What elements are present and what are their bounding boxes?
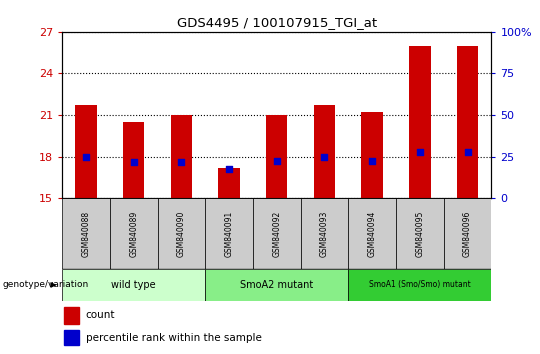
Point [177, 159, 186, 165]
Bar [301, 198, 348, 269]
Text: count: count [86, 310, 115, 320]
Bar [253, 198, 301, 269]
Bar [110, 198, 158, 269]
Bar [62, 269, 205, 301]
Point [463, 150, 472, 155]
Bar [205, 198, 253, 269]
Bar [457, 46, 478, 198]
Bar [266, 115, 287, 198]
Bar [75, 105, 97, 198]
Text: GSM840096: GSM840096 [463, 210, 472, 257]
Bar [314, 105, 335, 198]
Bar [348, 269, 491, 301]
Bar [123, 122, 144, 198]
Point [130, 159, 138, 165]
Bar [409, 46, 430, 198]
Bar [348, 198, 396, 269]
Bar [361, 112, 383, 198]
Text: SmoA2 mutant: SmoA2 mutant [240, 280, 313, 290]
Text: percentile rank within the sample: percentile rank within the sample [86, 332, 261, 343]
Point [225, 166, 233, 172]
Text: GSM840094: GSM840094 [368, 210, 377, 257]
Text: SmoA1 (Smo/Smo) mutant: SmoA1 (Smo/Smo) mutant [369, 280, 471, 290]
Text: GSM840093: GSM840093 [320, 210, 329, 257]
Bar [64, 330, 79, 345]
Text: wild type: wild type [111, 280, 156, 290]
Text: GSM840090: GSM840090 [177, 210, 186, 257]
Text: GSM840095: GSM840095 [415, 210, 424, 257]
Point [416, 150, 424, 155]
Bar [396, 198, 444, 269]
Point [320, 154, 329, 159]
Point [273, 158, 281, 164]
Bar [64, 307, 79, 324]
Text: GSM840091: GSM840091 [225, 211, 234, 257]
Text: genotype/variation: genotype/variation [3, 280, 89, 290]
Bar [444, 198, 491, 269]
Text: GSM840088: GSM840088 [82, 211, 91, 257]
Text: GSM840092: GSM840092 [272, 211, 281, 257]
Bar [218, 168, 240, 198]
Bar [171, 115, 192, 198]
Bar [62, 198, 110, 269]
Point [368, 158, 376, 164]
Title: GDS4495 / 100107915_TGI_at: GDS4495 / 100107915_TGI_at [177, 16, 377, 29]
Point [82, 154, 90, 159]
Bar [205, 269, 348, 301]
Bar [158, 198, 205, 269]
Text: GSM840089: GSM840089 [129, 211, 138, 257]
